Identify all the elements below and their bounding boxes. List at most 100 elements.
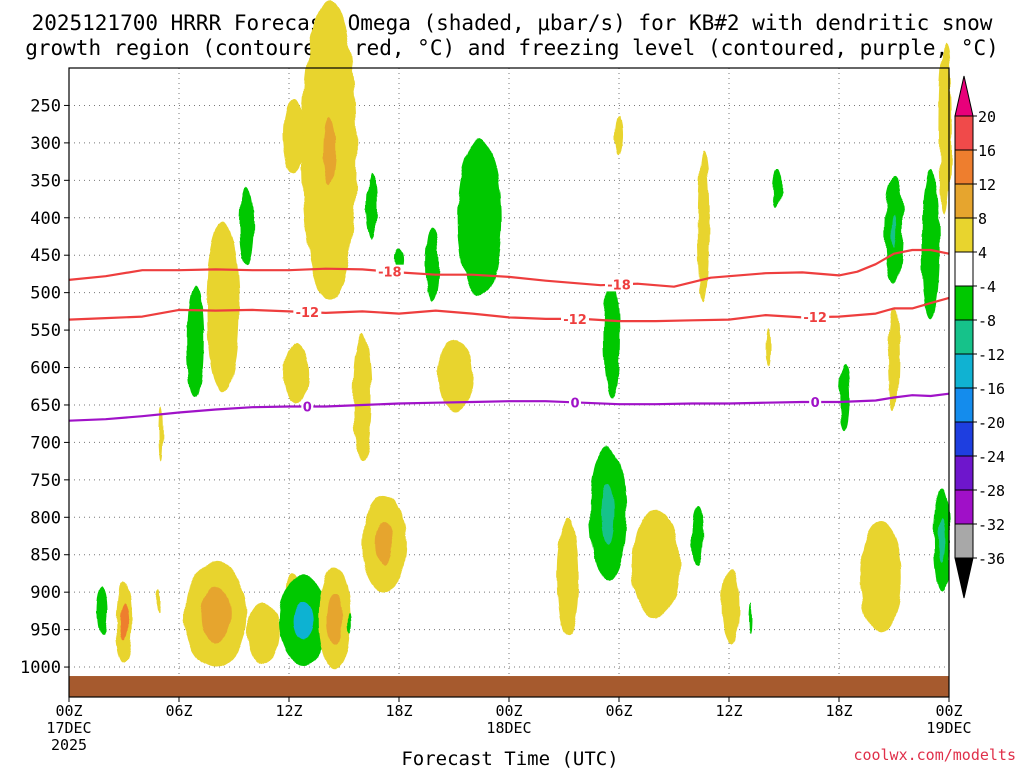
- omega-cell-shape: [457, 139, 502, 297]
- colorbar-top-arrow: [954, 75, 974, 117]
- y-tick-label: 350: [30, 171, 61, 191]
- omega-cell-shape: [631, 509, 680, 618]
- omega-cell-shape: [246, 603, 280, 664]
- omega-cell-shape: [860, 521, 903, 634]
- omega-cell: [839, 363, 850, 432]
- omega-cell-shape: [283, 343, 310, 404]
- x-tick-label: 18Z: [385, 702, 412, 720]
- omega-cell: [156, 589, 162, 614]
- omega-cell: [347, 614, 352, 633]
- omega-cell-core: [938, 517, 946, 563]
- omega-cell-shape: [156, 589, 162, 614]
- contour-label-bg: [301, 399, 314, 414]
- omega-cell: [187, 285, 204, 398]
- omega-cell-shape: [749, 601, 753, 635]
- contour-label: -12: [563, 313, 587, 328]
- colorbar-bin: [954, 115, 974, 151]
- colorbar-bin: [954, 455, 974, 491]
- chart-title-line-2: growth region (contoured, red, °C) and f…: [25, 36, 999, 60]
- omega-cell-shape: [603, 277, 620, 398]
- omega-cell-core: [293, 601, 314, 640]
- contour-label-bg: [809, 394, 822, 409]
- colorbar: 20 16 12 8 4 -4 -8 -12 -16 -20 -24 -28 -32 -36: [954, 75, 1005, 599]
- colorbar-label: 4: [978, 244, 987, 262]
- omega-cell: [301, 0, 357, 301]
- y-axis: 250 300 350 400 450 500 550 600 650 700 750 800 850 9…: [20, 96, 69, 678]
- chart-title-line-1: 2025121700 HRRR Forecast Omega (shaded, …: [32, 11, 993, 35]
- omega-cell-shape: [239, 186, 255, 265]
- colorbar-bottom-arrow: [954, 557, 974, 599]
- omega-cell-shape: [394, 247, 404, 271]
- colorbar-label: -36: [978, 550, 1005, 568]
- contour-label: -18: [378, 266, 402, 281]
- colorbar-bin: [954, 319, 974, 355]
- omega-cell-core: [375, 521, 394, 566]
- contour-label-bg: [569, 395, 581, 410]
- omega-cell: [438, 339, 474, 411]
- colorbar-label: -4: [978, 278, 996, 296]
- x-tick-label: 12Z: [275, 702, 302, 720]
- x-tick-label: 00Z: [55, 702, 82, 720]
- omega-cell-core: [201, 586, 231, 644]
- y-tick-label: 950: [30, 621, 61, 641]
- omega-cell-shape: [691, 506, 704, 566]
- colorbar-label: 16: [978, 142, 996, 160]
- colorbar-label: -16: [978, 380, 1005, 398]
- omega-cell-shape: [697, 150, 710, 301]
- colorbar-bin: [954, 489, 974, 525]
- omega-cell: [115, 580, 133, 664]
- omega-cell: [884, 177, 904, 286]
- omega-cell: [589, 446, 627, 581]
- omega-cell-shape: [353, 333, 372, 462]
- x-axis-label: Forecast Time (UTC): [401, 748, 618, 768]
- y-tick-label: 850: [30, 546, 61, 566]
- contour-label-bg: [801, 310, 830, 325]
- omega-cell: [697, 150, 710, 301]
- colorbar-label: 12: [978, 176, 996, 194]
- x-tick-date: 18DEC: [486, 719, 531, 737]
- x-tick-date: 19DEC: [926, 719, 971, 737]
- omega-cell-shape: [721, 569, 740, 645]
- omega-cell: [556, 518, 579, 636]
- contour-label: -12: [803, 311, 827, 326]
- colorbar-label: 20: [978, 108, 996, 126]
- omega-cell: [366, 172, 377, 241]
- omega-shading: [96, 0, 952, 670]
- colorbar-label: -24: [978, 448, 1005, 466]
- x-tick-label: 00Z: [935, 702, 962, 720]
- omega-cell-shape: [347, 614, 352, 633]
- omega-cell: [457, 139, 502, 297]
- contour-label: -12: [296, 306, 320, 321]
- omega-cell: [184, 562, 247, 668]
- omega-cell: [772, 169, 781, 207]
- omega-cell: [319, 567, 351, 670]
- colorbar-bin: [954, 217, 974, 253]
- omega-cell: [631, 509, 680, 618]
- contour-label: 0: [811, 396, 820, 411]
- omega-cell-shape: [158, 406, 163, 461]
- omega-cell-shape: [206, 221, 240, 394]
- omega-cell-shape: [614, 116, 624, 155]
- omega-cell-core: [327, 592, 343, 645]
- colorbar-bin: [954, 523, 974, 559]
- omega-cell: [888, 307, 900, 413]
- omega-cell-shape: [425, 226, 439, 302]
- contour-lines: -18 -18 -12 -12 -12 0 0 0: [68, 248, 950, 422]
- contour-label-bg: [605, 277, 633, 292]
- contour-line: [68, 248, 950, 288]
- colorbar-bin: [954, 251, 974, 287]
- contour-label-bg: [375, 264, 404, 279]
- gridlines: [69, 68, 949, 697]
- y-tick-label: 650: [30, 396, 61, 416]
- contour-line: [68, 296, 950, 323]
- omega-cell: [425, 226, 439, 302]
- omega-cell-shape: [283, 97, 306, 173]
- omega-cell: [614, 116, 624, 155]
- omega-cell-shape: [888, 307, 900, 413]
- contour-label-bg: [293, 305, 322, 320]
- colorbar-bin: [954, 387, 974, 423]
- x-tick-year: 2025: [51, 736, 87, 754]
- omega-cell-shape: [438, 339, 474, 411]
- colorbar-bin: [954, 285, 974, 321]
- omega-cell-shape: [839, 363, 850, 432]
